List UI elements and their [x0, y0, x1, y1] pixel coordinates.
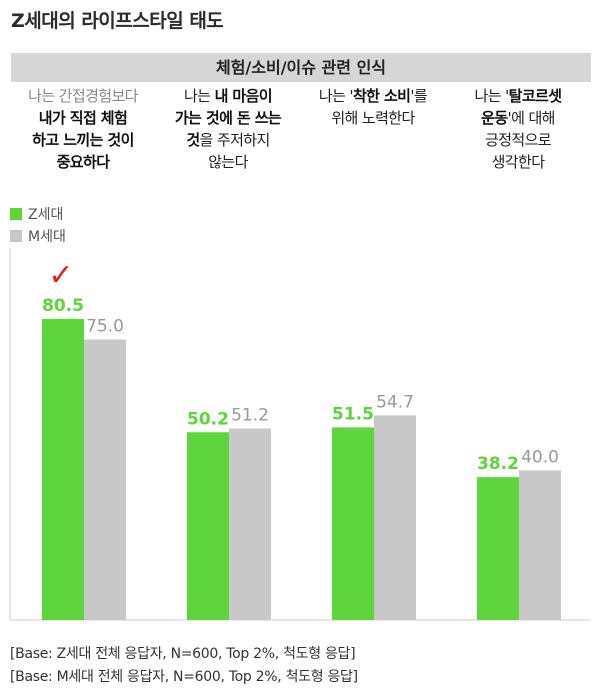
check-mark-icon: ✓	[48, 258, 73, 293]
bar-m-2	[229, 428, 271, 620]
description-text: 하고 느끼는 것이	[32, 131, 134, 149]
value-label-m-4: 40.0	[521, 447, 559, 467]
section-banner: 체험/소비/이슈 관련 인식	[11, 53, 591, 82]
description-text: 탈코르셋	[508, 87, 562, 105]
description-line: 위해 노력한다	[303, 107, 443, 129]
description-line: 긍정적으로	[448, 129, 588, 151]
description-line: 내가 직접 체험	[13, 107, 153, 129]
description-text: 나는 간접경험보다	[28, 87, 138, 105]
value-label-m-2: 51.2	[231, 406, 269, 426]
base-note-m: [Base: M세대 전체 응답자, N=600, Top 2%, 척도형 응답…	[10, 669, 358, 685]
bar-m-1	[84, 339, 126, 620]
category-description-4: 나는 '탈코르셋 운동'에 대해 긍정적으로 생각한다	[448, 85, 588, 173]
description-text: 긍정적으로	[484, 131, 552, 149]
description-line: 운동'에 대해	[448, 107, 588, 129]
description-text: 을 주저하지	[199, 131, 271, 149]
legend-label-z: Z세대	[28, 207, 64, 223]
description-line: 나는 '착한 소비'를	[303, 85, 443, 107]
description-line: 나는 내 마음이	[158, 85, 298, 107]
base-note-z: [Base: Z세대 전체 응답자, N=600, Top 2%, 척도형 응답…	[10, 646, 356, 662]
description-text: 나는 '	[318, 87, 354, 105]
value-label-z-4: 38.2	[477, 454, 519, 474]
bar-z-3	[332, 427, 374, 620]
description-text: 운동	[481, 109, 508, 127]
description-text: 중요하다	[56, 153, 110, 171]
chart-title: Z세대의 라이프스타일 태도	[11, 10, 224, 32]
legend: Z세대 M세대	[10, 203, 66, 247]
legend-label-m: M세대	[28, 229, 66, 245]
description-line: 생각한다	[448, 151, 588, 173]
legend-swatch-z	[10, 208, 22, 220]
bar-z-1	[42, 318, 84, 620]
description-line: 나는 '탈코르셋	[448, 85, 588, 107]
bar-z-4	[477, 477, 519, 620]
value-label-z-2: 50.2	[187, 409, 229, 429]
value-label-z-3: 51.5	[332, 404, 374, 424]
description-line: 하고 느끼는 것이	[13, 129, 153, 151]
description-text: 가는 것에 돈 쓰는	[174, 109, 282, 127]
description-text: 내가 직접 체험	[38, 109, 128, 127]
bar-z-2	[187, 432, 229, 620]
description-text: '를	[410, 87, 428, 105]
description-text: 내 마음이	[214, 87, 273, 105]
bar-m-4	[519, 470, 561, 620]
description-text: 나는 '	[474, 87, 510, 105]
description-line: 것을 주저하지	[158, 129, 298, 151]
description-line: 가는 것에 돈 쓰는	[158, 107, 298, 129]
description-text: 것	[186, 131, 200, 149]
bar-m-3	[374, 415, 416, 620]
description-text: 위해 노력한다	[331, 109, 415, 127]
legend-item-z: Z세대	[10, 203, 66, 225]
legend-swatch-m	[10, 230, 22, 242]
description-text: 나는	[183, 87, 215, 105]
legend-item-m: M세대	[10, 225, 66, 247]
value-label-m-3: 54.7	[376, 392, 414, 412]
description-line: 나는 간접경험보다	[13, 85, 153, 107]
description-line: 않는다	[158, 151, 298, 173]
value-label-z-1: 80.5	[42, 296, 84, 316]
description-text: 착한 소비	[352, 87, 411, 105]
description-text: 않는다	[208, 153, 248, 171]
description-text: '에 대해	[507, 109, 556, 127]
description-text: 생각한다	[491, 153, 545, 171]
description-line: 중요하다	[13, 151, 153, 173]
value-label-m-1: 75.0	[86, 317, 124, 337]
